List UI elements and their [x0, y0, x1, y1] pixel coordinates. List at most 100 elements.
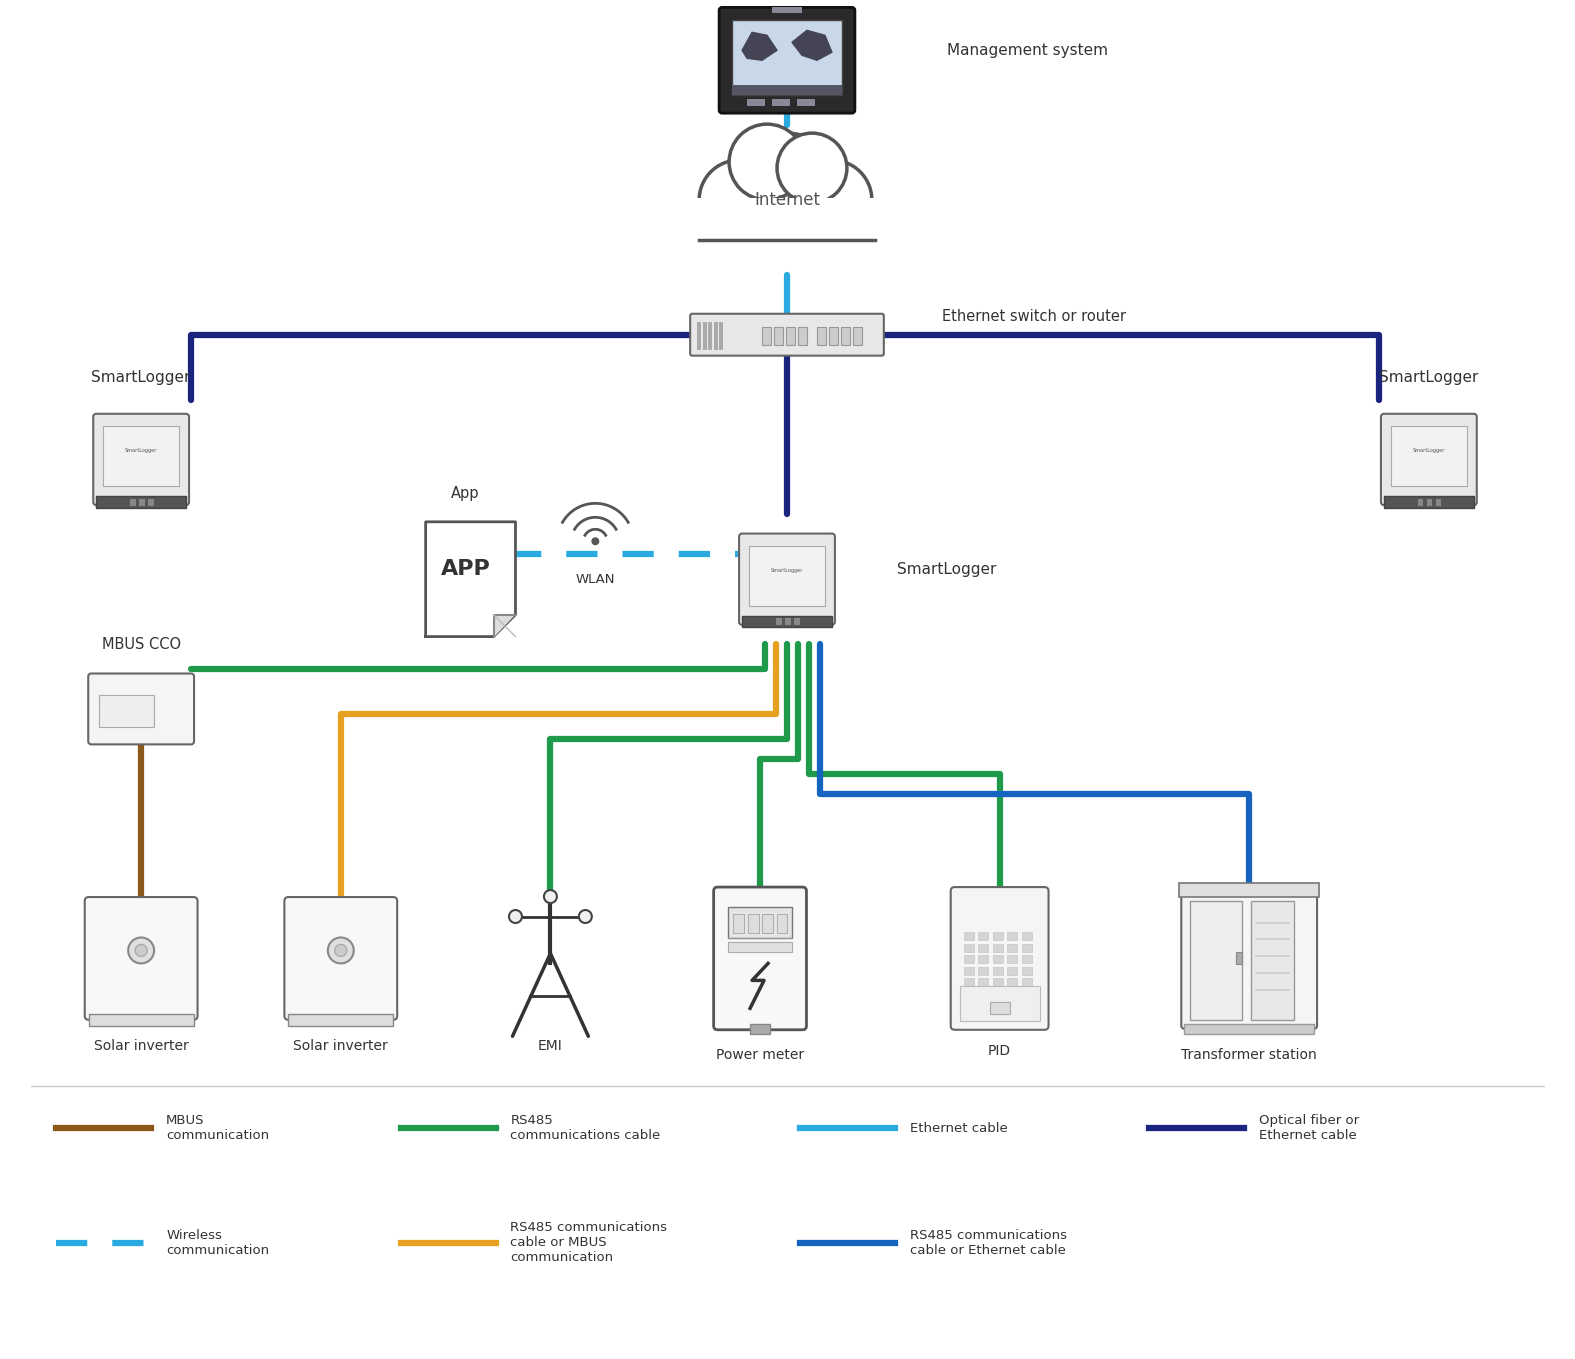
Bar [964, 989, 973, 998]
Bar [1022, 932, 1032, 940]
Bar [702, 322, 707, 349]
Circle shape [792, 160, 873, 241]
Circle shape [729, 124, 805, 200]
Polygon shape [792, 30, 832, 60]
Bar [992, 932, 1003, 940]
Text: RS485 communications
cable or MBUS
communication: RS485 communications cable or MBUS commu… [510, 1222, 668, 1264]
Text: Ethernet cable: Ethernet cable [910, 1121, 1008, 1135]
Bar [1236, 953, 1243, 965]
Bar [841, 326, 851, 345]
Bar [978, 932, 988, 940]
Bar [992, 978, 1003, 987]
Bar [732, 913, 743, 934]
Text: MBUS
communication: MBUS communication [165, 1114, 269, 1142]
Bar [1436, 499, 1441, 506]
Bar [978, 945, 988, 951]
Bar [776, 618, 781, 625]
Bar [1191, 901, 1243, 1019]
Bar [1180, 883, 1318, 897]
Text: Wireless
communication: Wireless communication [165, 1229, 269, 1257]
Bar [1251, 901, 1295, 1019]
Text: RS485 communications
cable or Ethernet cable: RS485 communications cable or Ethernet c… [910, 1229, 1066, 1257]
Bar [748, 913, 759, 934]
Bar [1006, 966, 1017, 974]
Bar [148, 499, 154, 506]
Bar [817, 326, 825, 345]
Bar [720, 322, 723, 349]
Bar [732, 86, 843, 95]
FancyBboxPatch shape [1381, 413, 1477, 506]
Text: WLAN: WLAN [575, 572, 616, 586]
Circle shape [509, 911, 521, 923]
Bar [139, 499, 145, 506]
Circle shape [543, 890, 558, 902]
Text: SmartLogger: SmartLogger [1413, 448, 1444, 453]
FancyBboxPatch shape [713, 887, 806, 1030]
Bar [786, 618, 791, 625]
Text: Internet: Internet [754, 192, 821, 209]
Circle shape [699, 160, 780, 241]
Text: RS485
communications cable: RS485 communications cable [510, 1114, 662, 1142]
Text: MBUS CCO: MBUS CCO [101, 636, 181, 651]
Text: Optical fiber or
Ethernet cable: Optical fiber or Ethernet cable [1258, 1114, 1359, 1142]
Bar [992, 989, 1003, 998]
Text: EMI: EMI [539, 1040, 562, 1053]
Bar [88, 1014, 194, 1026]
Bar [747, 99, 765, 106]
Bar [978, 978, 988, 987]
FancyBboxPatch shape [1181, 887, 1317, 1029]
Polygon shape [425, 522, 515, 636]
FancyBboxPatch shape [720, 7, 855, 113]
Bar [772, 7, 802, 14]
Bar [728, 942, 792, 953]
Text: Solar inverter: Solar inverter [293, 1040, 387, 1053]
Bar [99, 694, 154, 727]
Text: Solar inverter: Solar inverter [94, 1040, 189, 1053]
Polygon shape [493, 614, 515, 636]
Bar [964, 978, 973, 987]
FancyBboxPatch shape [690, 314, 884, 356]
Bar [964, 955, 973, 964]
FancyBboxPatch shape [88, 674, 194, 745]
Bar [773, 326, 783, 345]
Text: PID: PID [988, 1044, 1011, 1059]
Bar [698, 198, 877, 242]
Bar [1006, 945, 1017, 951]
FancyBboxPatch shape [93, 413, 189, 506]
Bar [1418, 499, 1424, 506]
Bar [750, 545, 825, 606]
Bar [131, 499, 135, 506]
Polygon shape [742, 33, 776, 60]
Bar [959, 985, 1040, 1021]
Bar [732, 20, 843, 95]
Bar [1384, 496, 1474, 507]
Text: SmartLogger: SmartLogger [896, 561, 995, 576]
Circle shape [128, 938, 154, 964]
Text: SmartLogger: SmartLogger [1380, 370, 1479, 385]
Bar [1427, 499, 1432, 506]
Bar [828, 326, 838, 345]
Circle shape [736, 133, 839, 236]
Circle shape [135, 945, 146, 957]
Bar [762, 913, 773, 934]
FancyBboxPatch shape [285, 897, 397, 1019]
Bar [1006, 978, 1017, 987]
Bar [762, 326, 772, 345]
Bar [1006, 932, 1017, 940]
Bar [772, 99, 791, 106]
Text: SmartLogger: SmartLogger [124, 448, 158, 453]
Bar [288, 1014, 394, 1026]
Bar [1006, 955, 1017, 964]
Bar [1022, 966, 1032, 974]
Text: App: App [452, 487, 480, 501]
Bar [750, 1023, 770, 1034]
Bar [1022, 978, 1032, 987]
Bar [1022, 945, 1032, 951]
Bar [96, 496, 186, 507]
Bar [797, 99, 814, 106]
Circle shape [580, 911, 592, 923]
Bar [742, 616, 832, 628]
Bar [776, 913, 788, 934]
FancyBboxPatch shape [739, 534, 835, 625]
Bar [698, 322, 701, 349]
